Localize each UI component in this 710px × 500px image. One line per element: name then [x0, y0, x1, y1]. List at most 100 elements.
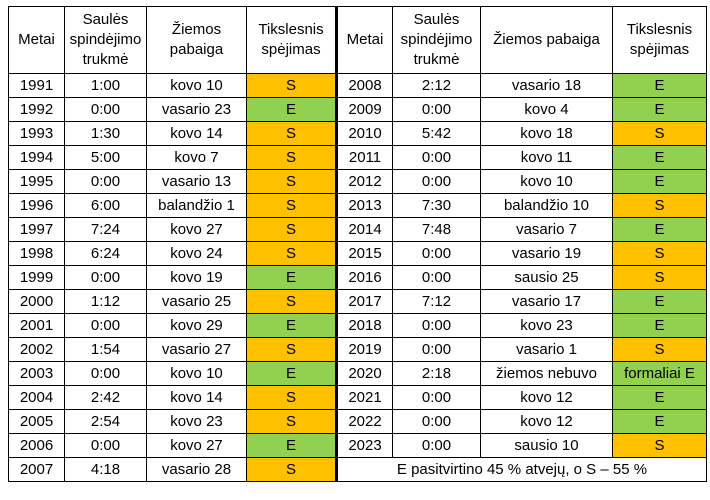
header-year: Metai	[8, 6, 65, 74]
table-row: 2000 1:12 vasario 25 S 2017 7:12 vasario 17 E	[8, 289, 707, 314]
cell-winter-end-right: vasario 1	[480, 337, 613, 362]
cell-sunshine-right: 7:48	[392, 217, 481, 242]
groundhog-prediction-table: Metai Saulės spindėjimo trukmė Žiemos pa…	[8, 6, 707, 482]
cell-year: 1998	[8, 241, 65, 266]
cell-year: 1993	[8, 121, 65, 146]
cell-year-right: 2019	[335, 337, 393, 362]
cell-year-right: 2013	[335, 193, 393, 218]
cell-prediction: E	[246, 433, 337, 458]
cell-winter-end-right: vasario 17	[480, 289, 613, 314]
table-row: 1994 5:00 kovo 7 S 2011 0:00 kovo 11 E	[8, 145, 707, 170]
cell-year: 1992	[8, 97, 65, 122]
cell-sunshine: 0:00	[64, 313, 147, 338]
cell-year-right: 2017	[335, 289, 393, 314]
cell-year: 2004	[8, 385, 65, 410]
cell-sunshine-right: 0:00	[392, 313, 481, 338]
cell-winter-end: kovo 24	[146, 241, 247, 266]
cell-winter-end: vasario 25	[146, 289, 247, 314]
table-row: 2005 2:54 kovo 23 S 2022 0:00 kovo 12 E	[8, 409, 707, 434]
cell-winter-end-right: sausio 10	[480, 433, 613, 458]
cell-sunshine-right: 0:00	[392, 145, 481, 170]
cell-sunshine: 6:24	[64, 241, 147, 266]
cell-year-right: 2008	[335, 73, 393, 98]
cell-year-right: 2014	[335, 217, 393, 242]
cell-year: 1997	[8, 217, 65, 242]
cell-sunshine-right: 0:00	[392, 385, 481, 410]
cell-prediction: S	[246, 217, 337, 242]
cell-winter-end: kovo 19	[146, 265, 247, 290]
cell-prediction-right: S	[612, 121, 707, 146]
cell-winter-end-right: kovo 12	[480, 409, 613, 434]
cell-winter-end-right: vasario 7	[480, 217, 613, 242]
cell-sunshine-right: 0:00	[392, 433, 481, 458]
cell-prediction-right: E	[612, 97, 707, 122]
cell-winter-end: balandžio 1	[146, 193, 247, 218]
cell-year-right: 2022	[335, 409, 393, 434]
cell-year-right: 2011	[335, 145, 393, 170]
header-sunshine-right: Saulės spindėjimo trukmė	[392, 6, 481, 74]
cell-sunshine: 0:00	[64, 361, 147, 386]
cell-winter-end-right: sausio 25	[480, 265, 613, 290]
table-row: 2007 4:18 vasario 28 S E pasitvirtino 45 % a…	[8, 457, 707, 482]
cell-prediction: S	[246, 457, 337, 482]
cell-winter-end-right: kovo 10	[480, 169, 613, 194]
cell-sunshine: 5:00	[64, 145, 147, 170]
cell-prediction: E	[246, 313, 337, 338]
cell-year-right: 2012	[335, 169, 393, 194]
cell-sunshine: 0:00	[64, 97, 147, 122]
cell-year: 1996	[8, 193, 65, 218]
cell-prediction: E	[246, 361, 337, 386]
cell-prediction-right: E	[612, 73, 707, 98]
cell-winter-end: kovo 10	[146, 361, 247, 386]
cell-prediction-right: S	[612, 193, 707, 218]
cell-prediction-right: E	[612, 169, 707, 194]
cell-prediction-right: S	[612, 265, 707, 290]
cell-year: 2000	[8, 289, 65, 314]
cell-winter-end: kovo 29	[146, 313, 247, 338]
cell-winter-end: kovo 27	[146, 433, 247, 458]
cell-year-right: 2018	[335, 313, 393, 338]
cell-sunshine: 0:00	[64, 265, 147, 290]
cell-prediction-right: formaliai E	[612, 361, 707, 386]
cell-winter-end: vasario 28	[146, 457, 247, 482]
cell-year-right: 2020	[335, 361, 393, 386]
cell-sunshine: 1:12	[64, 289, 147, 314]
cell-winter-end: kovo 23	[146, 409, 247, 434]
cell-sunshine: 0:00	[64, 433, 147, 458]
cell-winter-end: kovo 7	[146, 145, 247, 170]
table-row: 1991 1:00 kovo 10 S 2008 2:12 vasario 18 E	[8, 73, 707, 98]
table-row: 1999 0:00 kovo 19 E 2016 0:00 sausio 25 S	[8, 265, 707, 290]
cell-year: 2003	[8, 361, 65, 386]
cell-prediction: S	[246, 121, 337, 146]
table-row: 1995 0:00 vasario 13 S 2012 0:00 kovo 10 E	[8, 169, 707, 194]
cell-year: 2007	[8, 457, 65, 482]
summary-note: E pasitvirtino 45 % atvejų, o S – 55 %	[335, 457, 707, 482]
cell-sunshine-right: 0:00	[392, 337, 481, 362]
cell-year: 1999	[8, 265, 65, 290]
cell-year-right: 2015	[335, 241, 393, 266]
table-body: 1991 1:00 kovo 10 S 2008 2:12 vasario 18 E 1992 0…	[8, 73, 707, 482]
cell-sunshine: 7:24	[64, 217, 147, 242]
cell-sunshine-right: 2:18	[392, 361, 481, 386]
cell-winter-end-right: kovo 11	[480, 145, 613, 170]
table-row: 2003 0:00 kovo 10 E 2020 2:18 žiemos nebuvo for…	[8, 361, 707, 386]
cell-year: 2005	[8, 409, 65, 434]
cell-winter-end-right: kovo 4	[480, 97, 613, 122]
table-row: 1993 1:30 kovo 14 S 2010 5:42 kovo 18 S	[8, 121, 707, 146]
cell-year-right: 2009	[335, 97, 393, 122]
cell-sunshine: 2:54	[64, 409, 147, 434]
cell-winter-end-right: kovo 18	[480, 121, 613, 146]
header-winter-end-right: Žiemos pabaiga	[480, 6, 613, 74]
cell-winter-end: vasario 23	[146, 97, 247, 122]
cell-winter-end: vasario 13	[146, 169, 247, 194]
cell-prediction: S	[246, 289, 337, 314]
cell-prediction: S	[246, 169, 337, 194]
cell-winter-end-right: balandžio 10	[480, 193, 613, 218]
cell-sunshine-right: 0:00	[392, 169, 481, 194]
table-row: 2001 0:00 kovo 29 E 2018 0:00 kovo 23 E	[8, 313, 707, 338]
cell-winter-end: kovo 14	[146, 385, 247, 410]
cell-winter-end-right: vasario 19	[480, 241, 613, 266]
